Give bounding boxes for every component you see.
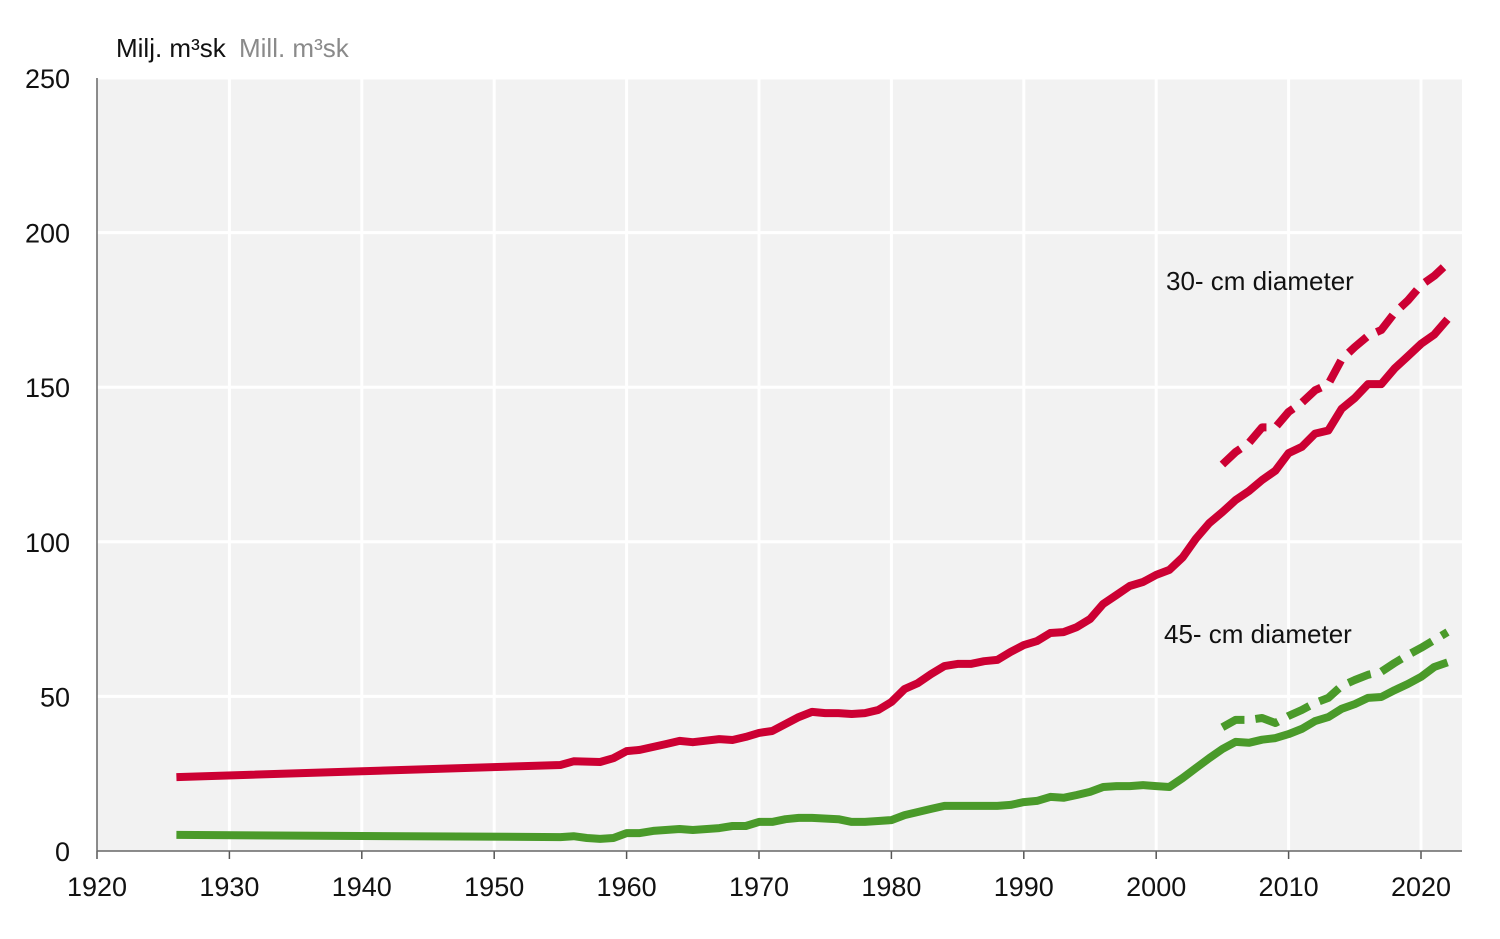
series-line-4 xyxy=(1220,628,1450,731)
y-tick-label: 100 xyxy=(25,528,70,558)
series-line-2 xyxy=(1219,260,1451,468)
y-tick-label: 0 xyxy=(55,837,70,867)
x-tick-label: 1990 xyxy=(994,872,1054,902)
y-tick-label: 200 xyxy=(25,219,70,249)
x-tick-label: 1930 xyxy=(199,872,259,902)
x-tick-label: 2010 xyxy=(1259,872,1319,902)
x-tick-label: 1940 xyxy=(332,872,392,902)
plot-background xyxy=(97,78,1462,851)
y-axis-label-secondary: Mill. m³sk xyxy=(239,33,350,63)
y-tick-label: 50 xyxy=(40,682,70,712)
x-tick-label: 1950 xyxy=(464,872,524,902)
x-tick-label: 1980 xyxy=(861,872,921,902)
annotation-45cm: 45- cm diameter xyxy=(1164,619,1352,649)
x-tick-label: 1970 xyxy=(729,872,789,902)
y-axis-label: Milj. m³sk Mill. m³sk xyxy=(116,33,350,63)
y-axis-label-primary: Milj. m³sk xyxy=(116,33,227,63)
x-tick-label: 2000 xyxy=(1126,872,1186,902)
series-line-3 xyxy=(176,658,1449,843)
x-tick-label: 1920 xyxy=(67,872,127,902)
series-line-1 xyxy=(176,316,1451,782)
annotation-30cm: 30- cm diameter xyxy=(1166,266,1354,296)
x-tick-label: 1960 xyxy=(597,872,657,902)
grid xyxy=(97,76,1462,851)
y-tick-label: 250 xyxy=(25,64,70,94)
axes: 0 50 100 150 200 250 1920 1930 1940 1950 1960 1970 1… xyxy=(25,64,1462,902)
y-tick-label: 150 xyxy=(25,373,70,403)
series-group xyxy=(176,260,1451,843)
x-tick-label: 2020 xyxy=(1391,872,1451,902)
